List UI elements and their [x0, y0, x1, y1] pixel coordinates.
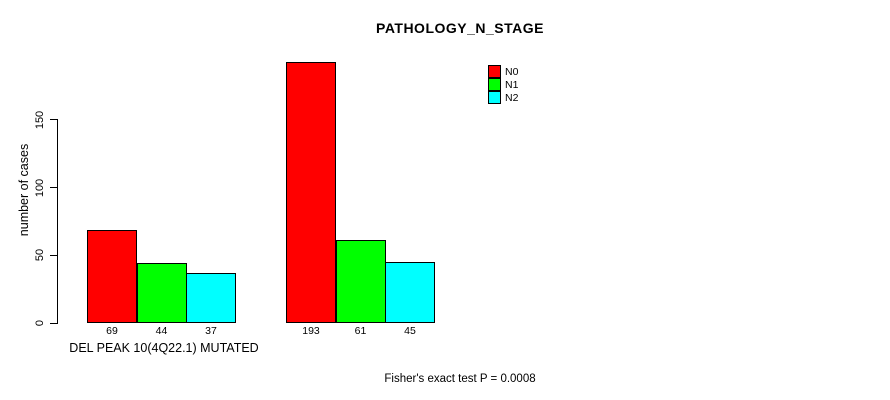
bar-value-label: 61 [354, 325, 367, 337]
x-axis-group-label: DEL PEAK 10(4Q22.1) MUTATED [69, 341, 259, 355]
bar-n2-group2 [385, 262, 435, 323]
bar-n0-group2 [286, 62, 336, 323]
y-tick-mark [50, 187, 58, 189]
bar-value-label: 44 [155, 325, 168, 337]
legend-label-n0: N0 [505, 65, 519, 78]
legend-swatch-n1 [488, 78, 501, 91]
y-axis [57, 120, 58, 324]
bar-n0-group1 [87, 230, 137, 323]
y-tick-label: 0 [34, 319, 46, 327]
legend-swatch-n0 [488, 65, 501, 78]
bar-n1-group2 [335, 240, 386, 323]
chart-title: PATHOLOGY_N_STAGE [376, 20, 544, 36]
bar-value-label: 193 [302, 325, 320, 337]
bar-n2-group1 [186, 273, 236, 323]
bar-value-label: 69 [106, 325, 118, 337]
y-axis-label: number of cases [17, 143, 31, 237]
footnote: Fisher's exact test P = 0.0008 [384, 373, 536, 385]
y-tick-mark [50, 119, 58, 121]
y-tick-mark [50, 254, 58, 256]
y-tick-mark [50, 322, 58, 324]
legend-label-n1: N1 [505, 78, 519, 91]
y-tick-label: 50 [34, 249, 46, 262]
bar-value-label: 37 [205, 325, 217, 337]
bar-n1-group1 [136, 263, 187, 323]
bar-value-label: 45 [404, 325, 416, 337]
legend-swatch-n2 [488, 91, 501, 104]
legend-label-n2: N2 [505, 91, 519, 104]
y-tick-label: 150 [34, 110, 46, 130]
y-tick-label: 100 [34, 178, 46, 197]
